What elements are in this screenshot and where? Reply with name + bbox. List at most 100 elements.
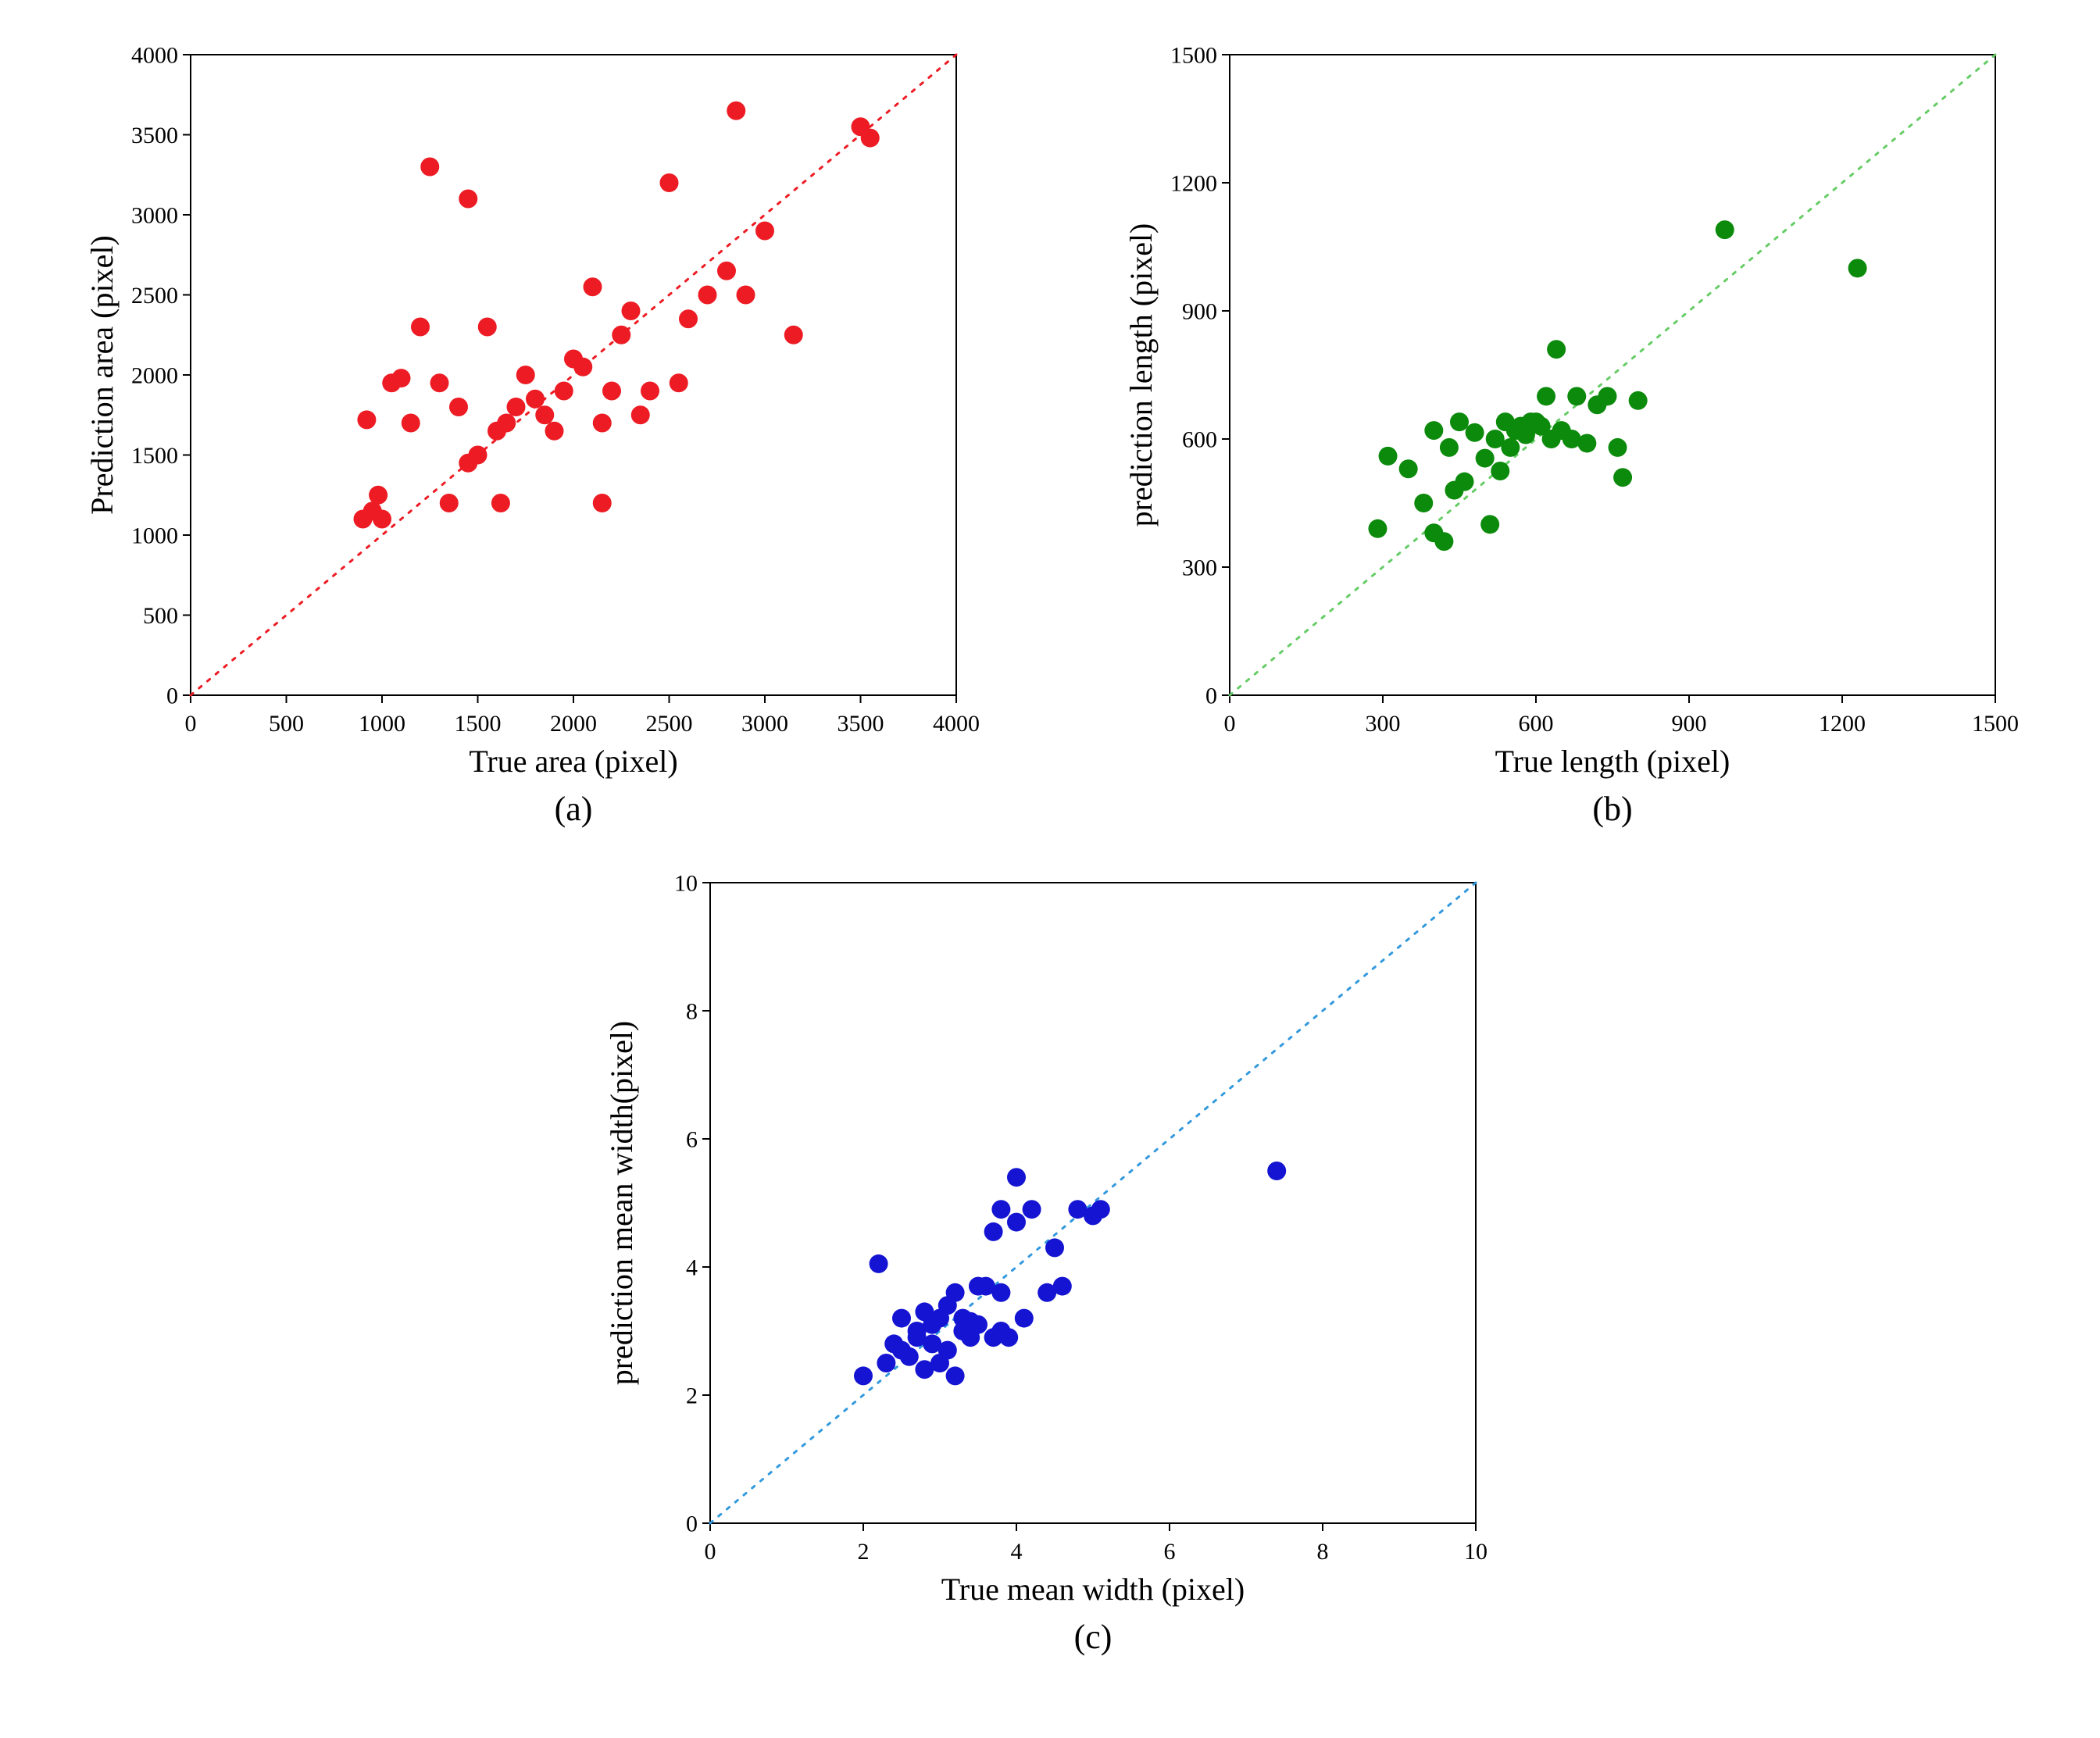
data-point (584, 277, 602, 296)
data-point (373, 510, 391, 529)
xtick-label: 2000 (550, 711, 597, 737)
scatter-plot-a: 0500100015002000250030003500400005001000… (81, 31, 980, 828)
data-point (402, 414, 420, 433)
data-point (877, 1354, 895, 1372)
data-point (1577, 434, 1596, 452)
data-point (555, 382, 573, 401)
xtick-label: 1200 (1819, 711, 1866, 737)
xtick-label: 0 (185, 711, 197, 737)
data-point (535, 405, 554, 424)
data-point (1466, 423, 1484, 442)
data-point (1023, 1200, 1041, 1219)
xtick-label: 3500 (838, 711, 884, 737)
xtick-label: 8 (1317, 1539, 1329, 1565)
data-point (1379, 447, 1398, 466)
ytick-label: 6 (686, 1127, 698, 1153)
data-point (717, 262, 736, 280)
data-point (1455, 473, 1474, 491)
data-point (938, 1341, 957, 1360)
data-point (999, 1328, 1018, 1347)
data-point (1716, 220, 1734, 239)
subplot-label: (b) (1592, 790, 1632, 828)
xtick-label: 0 (705, 1539, 716, 1565)
data-point (670, 373, 688, 392)
xtick-label: 2 (858, 1539, 870, 1565)
identity-line (1230, 55, 1995, 695)
data-point (755, 222, 774, 241)
ytick-label: 300 (1182, 555, 1217, 581)
data-point (991, 1283, 1010, 1302)
ytick-label: 1200 (1170, 171, 1217, 197)
data-point (1368, 519, 1387, 538)
ytick-label: 600 (1182, 427, 1217, 453)
y-axis-label: prediction mean width(pixel) (604, 1021, 639, 1386)
data-point (593, 494, 612, 512)
data-point (357, 410, 376, 429)
ytick-label: 2000 (131, 363, 178, 389)
data-point (892, 1309, 911, 1328)
ytick-label: 2 (686, 1383, 698, 1409)
data-point (1450, 412, 1469, 431)
data-point (1399, 459, 1418, 478)
ytick-label: 10 (674, 871, 698, 897)
ytick-label: 3500 (131, 123, 178, 148)
xtick-label: 10 (1464, 1539, 1488, 1565)
data-point (1567, 387, 1586, 405)
xtick-label: 500 (269, 711, 304, 737)
data-point (1598, 387, 1616, 405)
data-point (1537, 387, 1555, 405)
data-point (526, 390, 545, 409)
data-point (1547, 340, 1566, 359)
ytick-label: 0 (1205, 683, 1217, 709)
data-point (679, 309, 698, 328)
data-point (507, 398, 526, 416)
data-point (497, 414, 516, 433)
y-axis-label: prediction length (pixel) (1123, 223, 1159, 527)
ytick-label: 8 (686, 999, 698, 1025)
ytick-label: 0 (686, 1511, 698, 1537)
data-point (602, 382, 621, 401)
panel-a: 0500100015002000250030003500400005001000… (34, 31, 1027, 828)
data-point (854, 1366, 873, 1385)
data-point (430, 373, 449, 392)
plot-c: 02468100246810True mean width (pixel)pre… (601, 859, 1499, 1656)
panel-c-wrap: 02468100246810True mean width (pixel)pre… (34, 859, 2066, 1656)
ytick-label: 3000 (131, 203, 178, 229)
x-axis-label: True mean width (pixel) (941, 1572, 1245, 1607)
data-point (969, 1315, 988, 1334)
data-point (1491, 462, 1509, 480)
ytick-label: 4000 (131, 43, 178, 69)
panel-b: 030060090012001500030060090012001500True… (1073, 31, 2066, 828)
data-point (698, 286, 717, 305)
data-point (1053, 1277, 1072, 1296)
data-point (861, 129, 880, 148)
data-point (946, 1283, 965, 1302)
data-point (449, 398, 468, 416)
data-point (1015, 1309, 1034, 1328)
xtick-label: 600 (1519, 711, 1554, 737)
ytick-label: 0 (166, 683, 178, 709)
xtick-label: 0 (1224, 711, 1236, 737)
data-point (545, 422, 564, 441)
xtick-label: 4000 (933, 711, 980, 737)
ytick-label: 1000 (131, 523, 178, 549)
ytick-label: 500 (143, 603, 178, 629)
data-point (1440, 438, 1459, 457)
xtick-label: 6 (1164, 1539, 1176, 1565)
data-point (440, 494, 459, 512)
scatter-points (354, 102, 880, 529)
xtick-label: 1500 (1972, 711, 2019, 737)
y-axis-label: Prediction area (pixel) (84, 235, 120, 515)
data-point (1267, 1162, 1286, 1180)
panel-c: 02468100246810True mean width (pixel)pre… (601, 859, 1499, 1656)
data-point (491, 494, 510, 512)
data-point (631, 405, 650, 424)
identity-line (710, 883, 1476, 1523)
data-point (478, 318, 497, 337)
scatter-plot-c: 02468100246810True mean width (pixel)pre… (601, 859, 1499, 1656)
data-point (784, 326, 803, 344)
data-point (1045, 1238, 1064, 1257)
ytick-label: 2500 (131, 283, 178, 309)
xtick-label: 1000 (359, 711, 405, 737)
data-point (1609, 438, 1627, 457)
